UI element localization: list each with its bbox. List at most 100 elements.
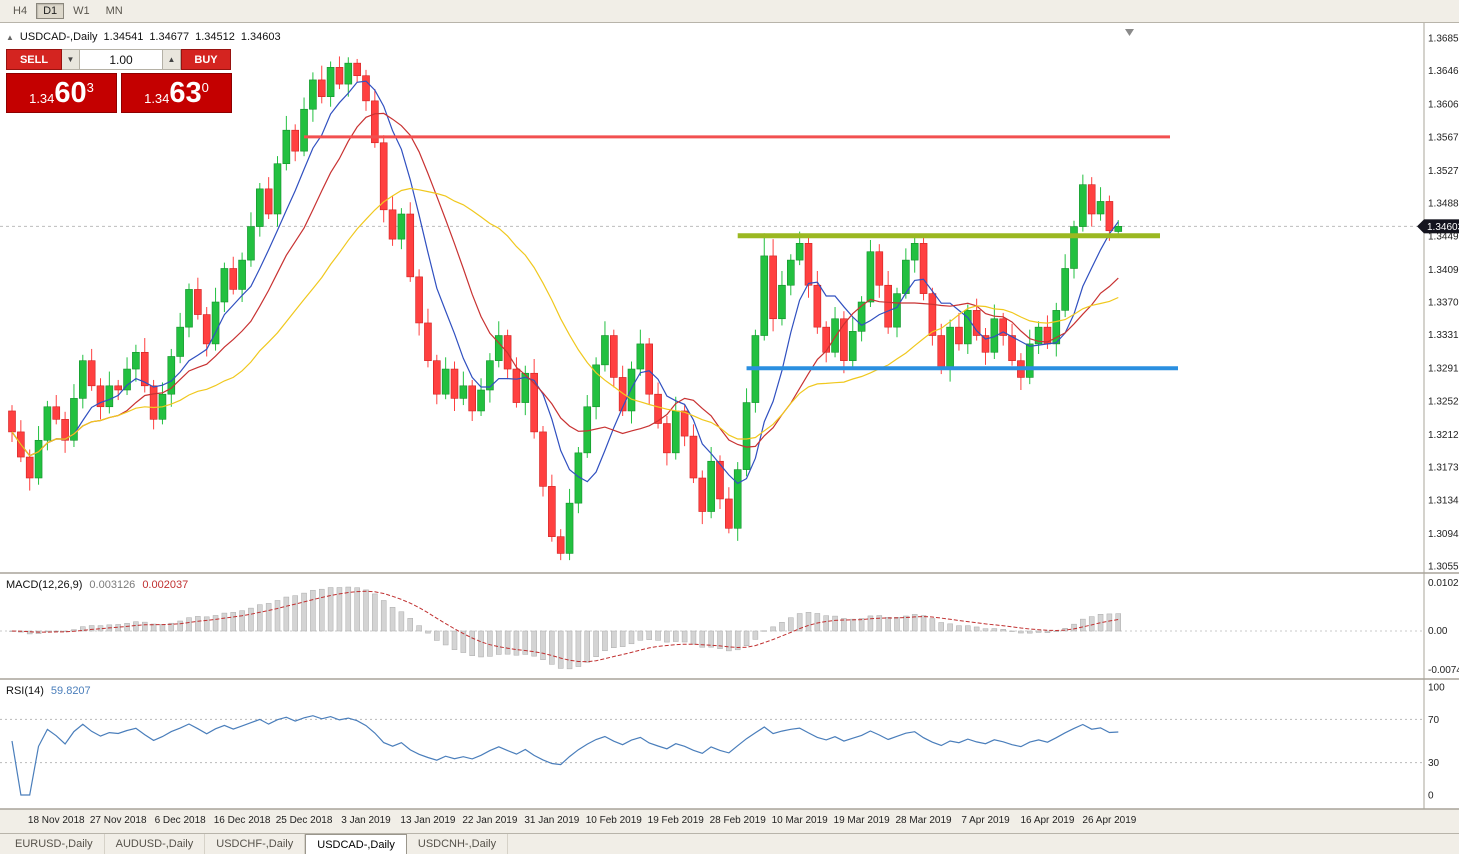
candle <box>716 460 724 500</box>
price-tick-label: 1.32910 <box>1428 364 1459 375</box>
candle <box>707 460 715 512</box>
candle <box>1061 268 1069 311</box>
candle <box>25 456 34 479</box>
price-tick-label: 1.35670 <box>1428 132 1459 143</box>
date-tick-label: 13 Jan 2019 <box>400 815 455 826</box>
candle <box>300 108 308 152</box>
macd-histogram-bar <box>221 612 228 632</box>
ask-price-small: 1.34 <box>144 90 170 106</box>
timeframe-toolbar: H4 D1 W1 MN <box>0 0 1459 23</box>
candle <box>229 268 238 290</box>
rsi-scale-label: 30 <box>1428 758 1440 769</box>
timeframe-mn-button[interactable]: MN <box>105 5 123 17</box>
candle <box>317 79 326 97</box>
candle <box>769 255 777 320</box>
candle <box>1087 184 1096 215</box>
macd-histogram-bar <box>248 607 254 632</box>
macd-histogram-bar <box>504 630 511 655</box>
macd-histogram-bar <box>513 630 520 656</box>
rsi-panel <box>0 715 1424 796</box>
macd-histogram-bar <box>1053 630 1060 632</box>
macd-histogram-bar <box>991 628 998 632</box>
macd-histogram-bar <box>80 626 86 632</box>
candle <box>34 439 43 479</box>
volume-input[interactable] <box>80 49 163 70</box>
chart-title: ▲ USDCAD-,Daily 1.34541 1.34677 1.34512 … <box>6 31 281 43</box>
candle <box>424 322 432 361</box>
buy-button[interactable]: BUY <box>181 49 231 70</box>
candle <box>52 406 61 420</box>
macd-histogram-bar <box>478 630 484 658</box>
macd-histogram-bar <box>743 630 750 646</box>
macd-histogram-bar <box>283 596 290 632</box>
candle <box>671 410 680 454</box>
macd-histogram-bar <box>265 603 272 632</box>
candle <box>786 259 795 286</box>
macd-histogram-bar <box>850 618 856 632</box>
candle <box>1034 326 1043 345</box>
bid-price-sup: 3 <box>86 79 94 95</box>
candle <box>388 209 397 240</box>
macd-histogram-bar <box>858 618 865 632</box>
macd-histogram-bar <box>380 600 387 632</box>
macd-histogram-bar <box>274 600 281 632</box>
candle <box>618 377 627 412</box>
macd-histogram-bar <box>920 615 927 632</box>
price-axis[interactable] <box>1417 23 1459 809</box>
time-axis-strip[interactable] <box>0 809 1459 833</box>
candle <box>123 368 131 391</box>
candle <box>910 243 919 261</box>
candle <box>176 326 184 357</box>
ask-price-box[interactable]: 1.34 63 0 <box>121 73 232 113</box>
date-tick-label: 10 Mar 2019 <box>772 815 829 826</box>
candle <box>778 284 786 320</box>
date-tick-label: 31 Jan 2019 <box>524 815 579 826</box>
candle <box>379 142 388 211</box>
candle <box>512 368 521 403</box>
candle <box>87 360 96 387</box>
macd-histogram-bar <box>434 630 440 641</box>
macd-histogram-bar <box>416 625 422 632</box>
macd-signal-line <box>11 590 1119 663</box>
candle <box>848 331 857 361</box>
candle <box>645 343 654 395</box>
candle <box>432 360 441 395</box>
candle <box>486 360 494 391</box>
candle <box>291 129 300 152</box>
candle <box>521 372 530 403</box>
candle <box>140 351 149 387</box>
bid-price-box[interactable]: 1.34 60 3 <box>6 73 117 113</box>
macd-histogram-bar <box>177 620 183 632</box>
macd-histogram-bar <box>965 625 971 632</box>
macd-histogram-bar <box>947 623 953 632</box>
rsi-scale-label: 0 <box>1428 791 1434 802</box>
candle <box>875 251 884 286</box>
tab-usdcad[interactable]: USDCAD-,Daily <box>305 834 407 854</box>
macd-histogram-bar <box>1106 613 1113 632</box>
macd-histogram-bar <box>1071 623 1077 632</box>
rsi-scale-label: 100 <box>1428 683 1445 694</box>
timeframe-h4-button[interactable]: H4 <box>13 5 28 17</box>
timeframe-w1-button[interactable]: W1 <box>73 5 90 17</box>
macd-histogram-bar <box>557 630 564 669</box>
macd-histogram-bar <box>929 618 936 632</box>
volume-decrease-icon[interactable]: ▼ <box>62 49 80 70</box>
tab-audusd[interactable]: AUDUSD-,Daily <box>105 834 206 854</box>
price-tick-label: 1.33700 <box>1428 298 1459 309</box>
tab-eurusd[interactable]: EURUSD-,Daily <box>4 834 105 854</box>
tab-usdcnh[interactable]: USDCNH-,Daily <box>407 834 509 854</box>
volume-increase-icon[interactable]: ▲ <box>163 49 181 70</box>
shift-end-marker-icon[interactable] <box>1125 29 1134 36</box>
current-price-badge <box>1424 219 1459 234</box>
macd-histogram-bar <box>646 630 652 640</box>
price-tick-label: 1.36460 <box>1428 66 1459 77</box>
ma-fast-line <box>11 80 1119 485</box>
sell-button[interactable]: SELL <box>6 49 62 70</box>
tab-usdchf[interactable]: USDCHF-,Daily <box>205 834 306 854</box>
timeframe-d1-button[interactable]: D1 <box>36 3 65 19</box>
price-chart[interactable]: 1.36850 1.36460 1.36060 1.35670 1.35270 1.348… <box>0 23 1459 833</box>
macd-histogram-bar <box>664 630 670 643</box>
macd-histogram-bar <box>841 618 847 632</box>
candle <box>149 385 158 420</box>
candle <box>220 268 229 303</box>
